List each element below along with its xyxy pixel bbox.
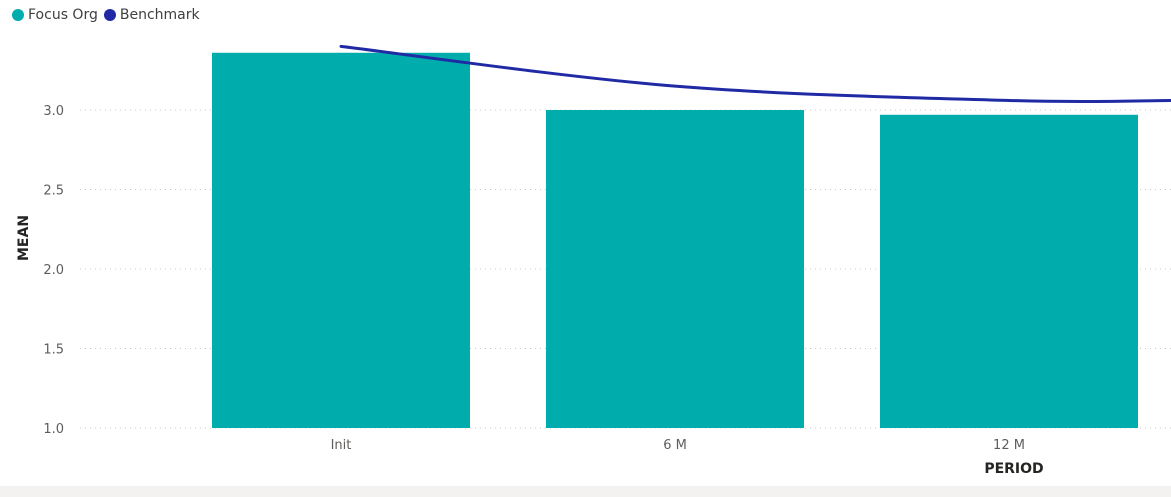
legend-item-focus-org[interactable]: Focus Org bbox=[12, 7, 98, 23]
x-axis-title: PERIOD bbox=[984, 461, 1043, 477]
x-tick-label: Init bbox=[331, 438, 352, 453]
legend-item-benchmark[interactable]: Benchmark bbox=[103, 7, 200, 23]
bar-focus-org[interactable] bbox=[880, 114, 1138, 429]
footer-bar bbox=[0, 486, 1171, 497]
legend-label-focus-org: Focus Org bbox=[28, 7, 98, 23]
chart-legend: Focus Org Benchmark bbox=[12, 7, 206, 23]
y-tick-label: 1.5 bbox=[43, 343, 64, 358]
y-tick-label: 2.5 bbox=[43, 184, 64, 199]
bar-focus-org[interactable] bbox=[212, 52, 470, 428]
y-tick-label: 3.0 bbox=[43, 104, 64, 119]
y-axis-title: MEAN bbox=[16, 215, 32, 261]
line-series-benchmark bbox=[339, 44, 1171, 104]
y-axis-ticks: 1.0 1.5 2.0 2.5 3.0 bbox=[43, 104, 64, 437]
x-tick-label: 6 M bbox=[663, 438, 687, 453]
y-tick-label: 2.0 bbox=[43, 263, 64, 278]
legend-marker-benchmark bbox=[103, 9, 116, 21]
bar-focus-org[interactable] bbox=[546, 110, 804, 428]
legend-label-benchmark: Benchmark bbox=[119, 7, 200, 23]
y-tick-label: 1.0 bbox=[43, 422, 64, 437]
combo-chart: 1.0 1.5 2.0 2.5 3.0 Init 6 M 12 M MEAN PERIOD bbox=[16, 44, 1171, 477]
benchmark-line[interactable] bbox=[339, 44, 1171, 104]
x-axis-ticks: Init 6 M 12 M bbox=[331, 438, 1025, 453]
x-tick-label: 12 M bbox=[993, 438, 1025, 453]
legend-marker-focus-org bbox=[12, 9, 24, 21]
bar-series-focus-org bbox=[212, 52, 1138, 429]
